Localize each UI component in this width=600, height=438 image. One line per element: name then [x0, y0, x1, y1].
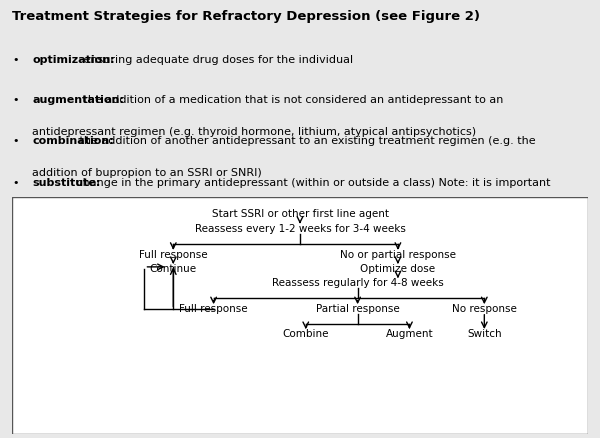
Text: combination:: combination: [32, 136, 114, 146]
Text: substitute:: substitute: [32, 178, 101, 187]
Text: No response: No response [452, 304, 517, 314]
Text: •: • [12, 55, 19, 65]
Text: Reassess regularly for 4-8 weeks: Reassess regularly for 4-8 weeks [272, 279, 443, 289]
Text: •: • [12, 178, 19, 187]
Text: augmentation:: augmentation: [32, 95, 124, 105]
Text: Augment: Augment [386, 329, 433, 339]
Text: Optimize dose: Optimize dose [361, 264, 436, 274]
Text: the addition of another antidepressant to an existing treatment regimen (e.g. th: the addition of another antidepressant t… [76, 136, 536, 146]
Text: Combine: Combine [283, 329, 329, 339]
Text: Treatment Strategies for Refractory Depression (see Figure 2): Treatment Strategies for Refractory Depr… [12, 10, 480, 23]
Text: change in the primary antidepressant (within or outside a class) Note: it is imp: change in the primary antidepressant (wi… [73, 178, 550, 187]
Text: •: • [12, 136, 19, 146]
Text: Reassess every 1-2 weeks for 3-4 weeks: Reassess every 1-2 weeks for 3-4 weeks [194, 224, 406, 234]
Text: Full response: Full response [179, 304, 248, 314]
Text: Continue: Continue [150, 264, 197, 274]
Text: to fully treat the symptoms of depression in order to decrease rates and severit: to fully treat the symptoms of depressio… [32, 210, 549, 220]
Text: •: • [12, 95, 19, 105]
Text: Switch: Switch [467, 329, 502, 339]
Text: addition of bupropion to an SSRI or SNRI): addition of bupropion to an SSRI or SNRI… [32, 168, 262, 178]
Text: antidepressant regimen (e.g. thyroid hormone, lithium, atypical antipsychotics): antidepressant regimen (e.g. thyroid hor… [32, 127, 476, 137]
Text: No or partial response: No or partial response [340, 250, 456, 260]
Text: ensuring adequate drug doses for the individual: ensuring adequate drug doses for the ind… [80, 55, 353, 65]
Text: Start SSRI or other first line agent: Start SSRI or other first line agent [212, 208, 389, 219]
Text: optimization:: optimization: [32, 55, 115, 65]
Text: Full response: Full response [139, 250, 208, 260]
Text: Partial response: Partial response [316, 304, 400, 314]
Text: the addition of a medication that is not considered an antidepressant to an: the addition of a medication that is not… [80, 95, 503, 105]
